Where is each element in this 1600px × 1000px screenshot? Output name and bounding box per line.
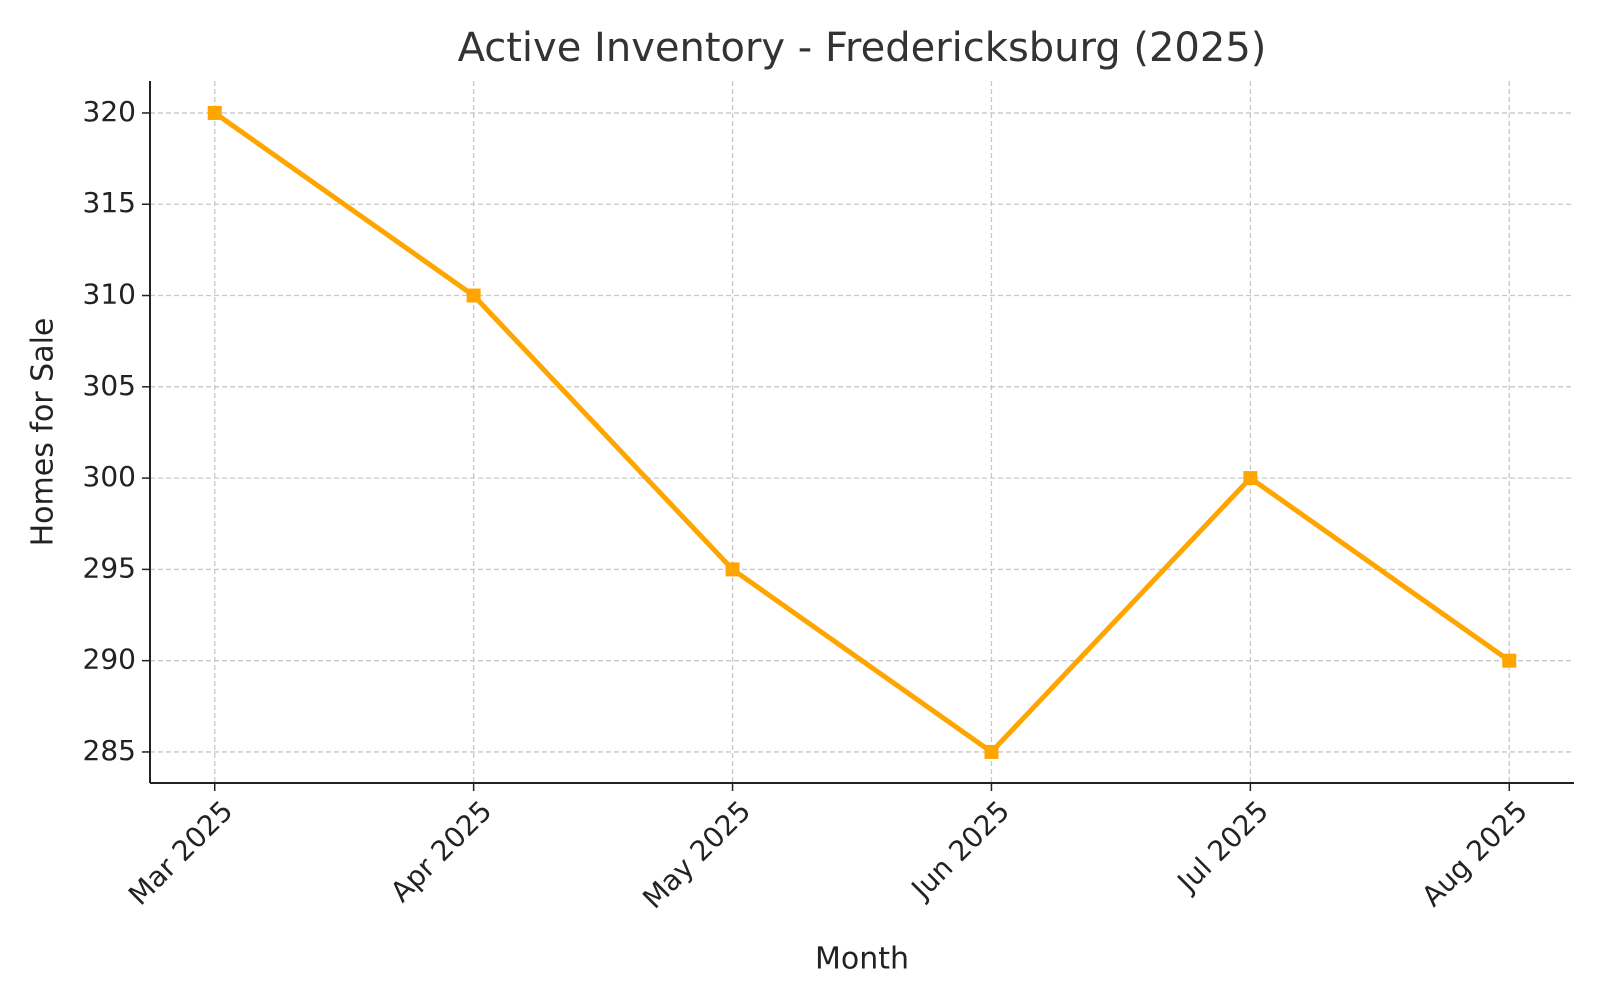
data-point: [1502, 653, 1517, 668]
y-tick-label: 295: [83, 551, 136, 584]
y-tick-label: 305: [83, 369, 136, 402]
x-tick-label: Apr 2025: [384, 794, 498, 908]
y-axis-label: Homes for Sale: [26, 318, 61, 547]
data-line: [213, 110, 1511, 755]
data-point: [984, 744, 999, 759]
data-point: [725, 562, 740, 577]
y-tick-label: 310: [83, 278, 136, 311]
x-tick-label: Jun 2025: [904, 794, 1016, 906]
x-axis-label: Month: [815, 942, 909, 977]
x-tick-label: May 2025: [636, 794, 757, 915]
y-tick-label: 320: [83, 95, 136, 128]
data-point: [1243, 471, 1258, 486]
x-tick-label: Mar 2025: [122, 794, 239, 911]
y-tick-label: 315: [83, 186, 136, 219]
data-point: [466, 288, 481, 303]
chart-title: Active Inventory - Fredericksburg (2025): [458, 25, 1267, 71]
y-tick-label: 285: [83, 734, 136, 767]
x-tick-label: Aug 2025: [1415, 794, 1534, 913]
data-point: [207, 105, 222, 120]
y-tick-label: 300: [83, 460, 136, 493]
x-tick-label: Jul 2025: [1170, 794, 1275, 899]
y-tick-label: 290: [83, 643, 136, 676]
